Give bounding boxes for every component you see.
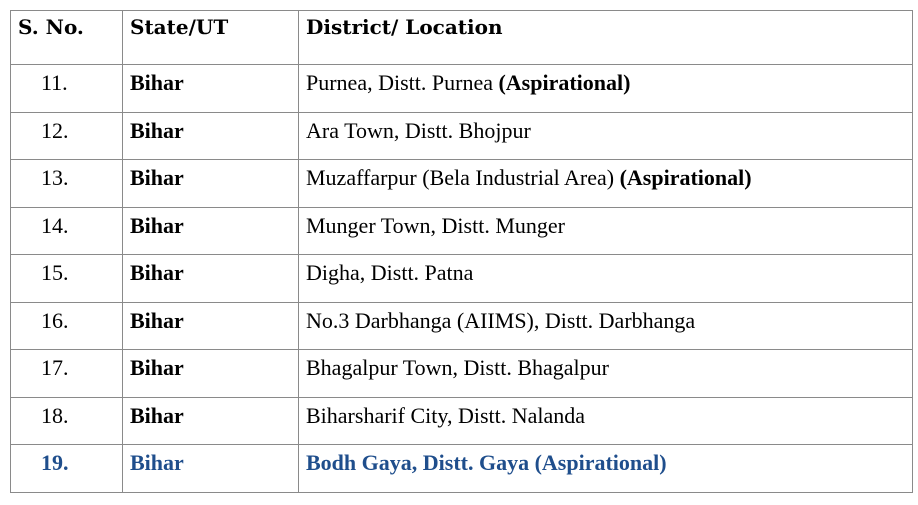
table-row: 15. Bihar Digha, Distt. Patna bbox=[10, 254, 913, 303]
cell-district: Munger Town, Distt. Munger bbox=[298, 206, 913, 255]
cell-district: Biharsharif City, Distt. Nalanda bbox=[298, 396, 913, 445]
cell-sno: 17. bbox=[10, 349, 123, 398]
cell-sno: 19. bbox=[10, 444, 123, 493]
cell-sno: 11. bbox=[10, 64, 123, 113]
header-state: State/UT bbox=[122, 10, 299, 65]
district-text: Purnea, Distt. Purnea bbox=[306, 70, 499, 95]
header-district: District/ Location bbox=[298, 10, 913, 65]
table-row: 13. Bihar Muzaffarpur (Bela Industrial Are… bbox=[10, 159, 913, 208]
table-row: 19. Bihar Bodh Gaya, Distt. Gaya (Aspirati… bbox=[10, 444, 913, 493]
cell-district: No.3 Darbhanga (AIIMS), Distt. Darbhanga bbox=[298, 301, 913, 350]
table-row: 18. Bihar Biharsharif City, Distt. Nalanda bbox=[10, 396, 913, 445]
aspirational-tag: (Aspirational) bbox=[619, 165, 752, 190]
cell-state: Bihar bbox=[122, 444, 299, 493]
header-row: S. No. State/UT District/ Location bbox=[10, 10, 913, 65]
table-row: 17. Bihar Bhagalpur Town, Distt. Bhagalpur bbox=[10, 349, 913, 398]
district-text: No.3 Darbhanga (AIIMS), Distt. Darbhanga bbox=[306, 307, 696, 333]
cell-state: Bihar bbox=[122, 111, 299, 160]
district-text: Bhagalpur Town, Distt. Bhagalpur bbox=[306, 355, 609, 380]
cell-sno: 12. bbox=[10, 111, 123, 160]
cell-district: Purnea, Distt. Purnea (Aspirational) bbox=[298, 64, 913, 113]
cell-district: Ara Town, Distt. Bhojpur bbox=[298, 111, 913, 160]
cell-state: Bihar bbox=[122, 64, 299, 113]
table-row: 14. Bihar Munger Town, Distt. Munger bbox=[10, 206, 913, 255]
cell-sno: 16. bbox=[10, 301, 123, 350]
header-sno: S. No. bbox=[10, 10, 123, 65]
cell-sno: 15. bbox=[10, 254, 123, 303]
aspirational-tag: (Aspirational) bbox=[498, 70, 631, 95]
cell-state: Bihar bbox=[122, 206, 299, 255]
cell-district: Muzaffarpur (Bela Industrial Area) (Aspi… bbox=[298, 159, 913, 208]
table-row: 12. Bihar Ara Town, Distt. Bhojpur bbox=[10, 111, 913, 160]
district-text: Bodh Gaya, Distt. Gaya (Aspirational) bbox=[306, 450, 667, 475]
cell-state: Bihar bbox=[122, 301, 299, 350]
district-text: Muzaffarpur (Bela Industrial Area) bbox=[306, 165, 620, 190]
cell-state: Bihar bbox=[122, 396, 299, 445]
table-row: 16. Bihar No.3 Darbhanga (AIIMS), Distt. D… bbox=[10, 301, 913, 350]
cell-district: Bodh Gaya, Distt. Gaya (Aspirational) bbox=[298, 444, 913, 493]
district-text: Digha, Distt. Patna bbox=[306, 260, 474, 285]
cell-sno: 18. bbox=[10, 396, 123, 445]
cell-sno: 13. bbox=[10, 159, 123, 208]
locations-table: S. No. State/UT District/ Location 11. Bi… bbox=[10, 10, 913, 493]
cell-district: Digha, Distt. Patna bbox=[298, 254, 913, 303]
cell-state: Bihar bbox=[122, 159, 299, 208]
district-text: Ara Town, Distt. Bhojpur bbox=[306, 117, 531, 143]
cell-district: Bhagalpur Town, Distt. Bhagalpur bbox=[298, 349, 913, 398]
district-text: Munger Town, Distt. Munger bbox=[306, 212, 565, 238]
table-row: 11. Bihar Purnea, Distt. Purnea (Aspiratio… bbox=[10, 64, 913, 113]
cell-sno: 14. bbox=[10, 206, 123, 255]
cell-state: Bihar bbox=[122, 254, 299, 303]
district-text: Biharsharif City, Distt. Nalanda bbox=[306, 402, 586, 428]
cell-state: Bihar bbox=[122, 349, 299, 398]
